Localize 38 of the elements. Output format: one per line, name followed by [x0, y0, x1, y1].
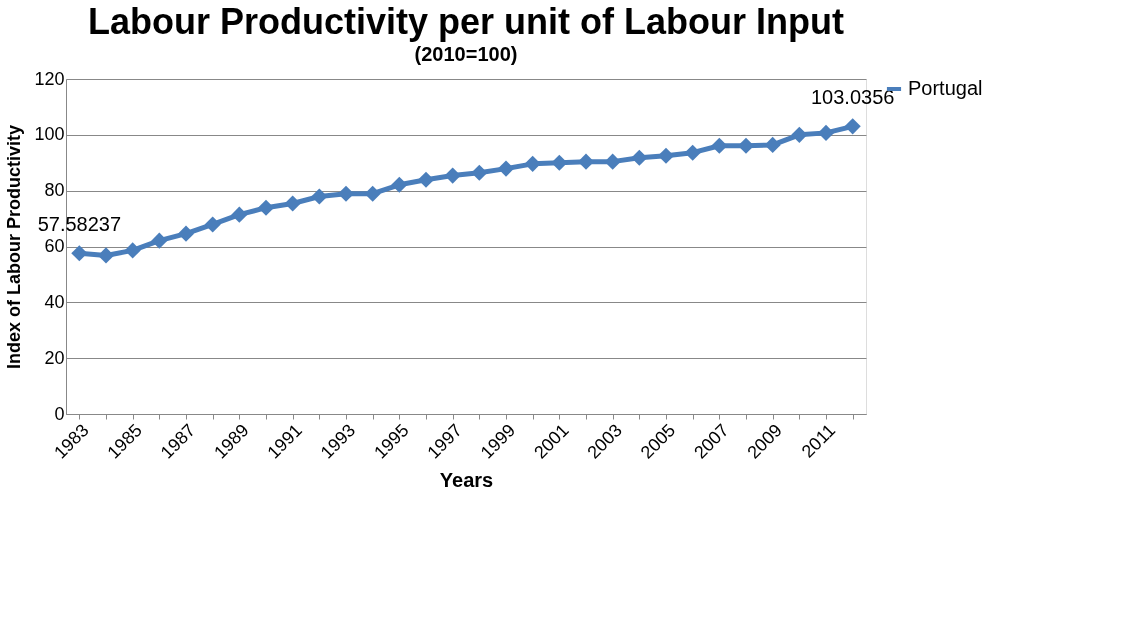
data-label: 103.0356 — [810, 86, 895, 109]
point — [711, 137, 728, 154]
y-tick-label: 120 — [34, 68, 65, 89]
chart-subtitle: (2010=100) — [414, 43, 518, 65]
y-tick-label: 40 — [44, 291, 65, 312]
point — [124, 242, 141, 259]
point — [764, 136, 781, 153]
point — [391, 176, 408, 193]
point — [311, 188, 328, 205]
point — [204, 216, 221, 233]
point — [497, 160, 515, 177]
point — [417, 171, 435, 188]
chart-title: Labour Productivity per unit of Labour Input — [88, 1, 844, 42]
point — [257, 199, 275, 216]
point — [444, 167, 461, 184]
point — [284, 195, 301, 212]
point — [791, 126, 808, 143]
point — [524, 155, 541, 172]
point — [97, 247, 115, 264]
data-label: 57.58237 — [37, 213, 122, 236]
legend-label: Portugal — [908, 77, 983, 99]
point — [631, 149, 648, 166]
point — [151, 232, 168, 249]
y-tick-label: 20 — [44, 347, 65, 368]
y-tick-label: 80 — [44, 180, 65, 201]
point — [684, 144, 701, 161]
point — [604, 153, 621, 170]
point — [657, 147, 675, 164]
point — [231, 206, 248, 223]
point — [71, 245, 88, 262]
x-axis-title: Years — [439, 468, 494, 491]
y-tick-label: 60 — [44, 236, 65, 256]
point — [471, 164, 488, 181]
y-tick-label: 100 — [34, 124, 65, 145]
y-axis-title: Index of Labour Productivity — [4, 124, 25, 370]
y-tick-label: 0 — [54, 403, 65, 424]
point — [844, 118, 861, 135]
point — [177, 225, 195, 242]
